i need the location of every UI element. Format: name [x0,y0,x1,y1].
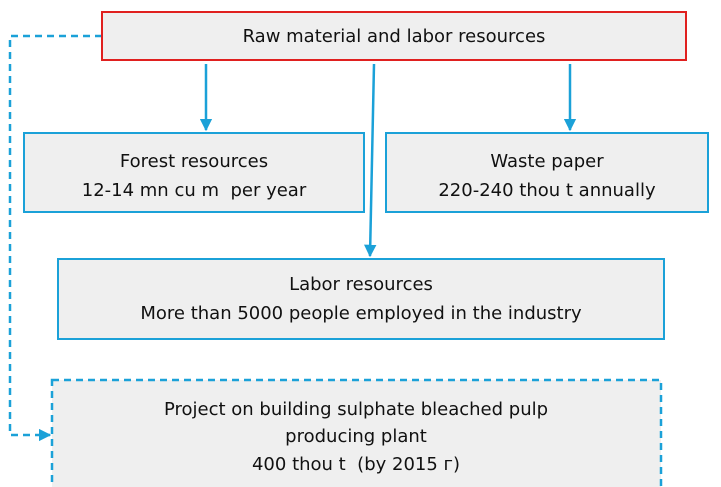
node-text: 400 thou t (by 2015 г) [252,454,460,475]
node-text: 12-14 mn cu m per year [82,180,307,201]
node-text: Raw material and labor resources [243,26,546,47]
node-box [385,132,709,213]
root-box [101,11,687,61]
node-text: Project on building sulphate bleached pu… [164,399,548,420]
node-text: More than 5000 people employed in the in… [140,303,582,324]
node-text: producing plant [285,426,427,447]
node-text: Labor resources [289,274,433,295]
node-box [57,258,665,340]
node-text: Forest resources [120,151,268,172]
arrow [363,63,377,258]
node-text: Waste paper [490,151,604,172]
project-box [50,378,663,487]
dashed-connector [8,34,102,442]
node-text: 220-240 thou t annually [438,180,656,201]
node-box [23,132,365,213]
